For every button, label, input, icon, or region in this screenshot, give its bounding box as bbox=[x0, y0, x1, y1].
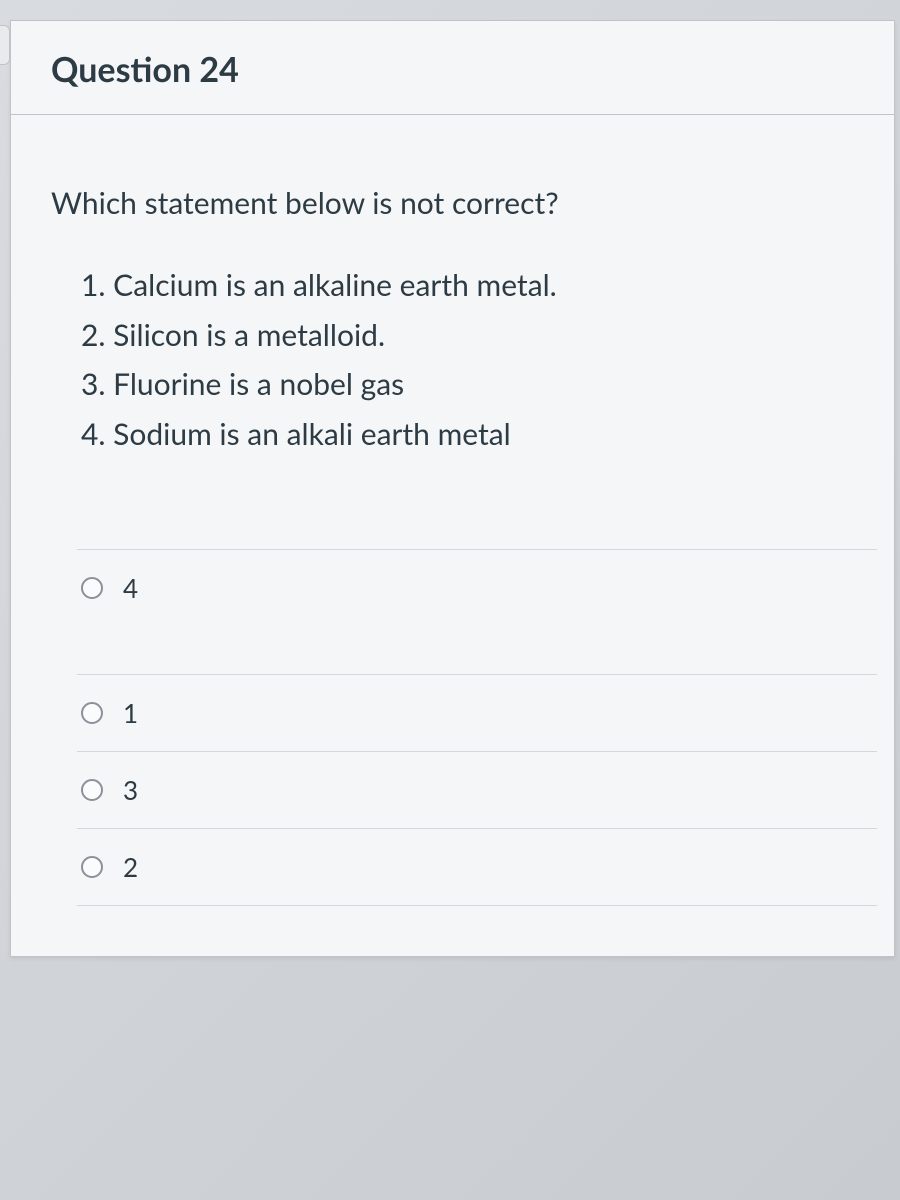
statement-1: 1. Calcium is an alkaline earth metal. bbox=[81, 261, 854, 311]
option-1[interactable]: 1 bbox=[77, 675, 877, 752]
radio-icon bbox=[81, 577, 103, 599]
statements-list: 1. Calcium is an alkaline earth metal. 2… bbox=[51, 261, 854, 459]
option-label: 2 bbox=[123, 851, 138, 883]
question-body: Which statement below is not correct? 1.… bbox=[11, 115, 894, 956]
statement-2: 2. Silicon is a metalloid. bbox=[81, 311, 854, 361]
option-label: 1 bbox=[123, 697, 138, 729]
question-header: Question 24 bbox=[11, 21, 894, 115]
option-label: 4 bbox=[123, 572, 138, 604]
question-card: Question 24 Which statement below is not… bbox=[10, 20, 895, 957]
statement-3: 3. Fluorine is a nobel gas bbox=[81, 360, 854, 410]
option-label: 3 bbox=[123, 774, 138, 806]
statement-4: 4. Sodium is an alkali earth metal bbox=[81, 410, 854, 460]
option-3[interactable]: 3 bbox=[77, 752, 877, 829]
radio-icon bbox=[81, 702, 103, 724]
radio-icon bbox=[81, 856, 103, 878]
question-prompt: Which statement below is not correct? bbox=[51, 185, 854, 221]
question-title: Question 24 bbox=[51, 49, 854, 90]
option-4[interactable]: 4 bbox=[77, 550, 877, 675]
radio-icon bbox=[81, 779, 103, 801]
prev-question-edge[interactable] bbox=[0, 25, 10, 65]
answer-options: 4 1 3 2 bbox=[77, 549, 877, 906]
option-2[interactable]: 2 bbox=[77, 829, 877, 906]
